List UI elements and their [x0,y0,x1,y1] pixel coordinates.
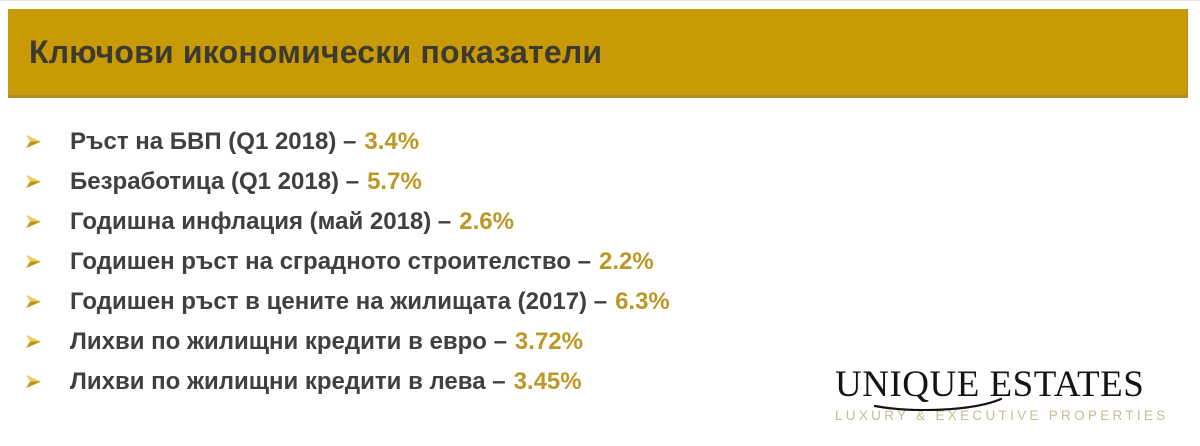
arrow-bullet-icon [26,134,41,148]
list-item: Годишен ръст на сградното строителство –… [25,242,670,282]
indicator-label: Безработица (Q1 2018) – [70,168,360,195]
arrow-bullet-icon [26,374,41,388]
indicator-label: Лихви по жилищни кредити в лева – [70,368,506,395]
logo-name: UNIQUE ESTATES [835,366,1167,411]
arrow-bullet-icon [26,214,41,228]
indicator-label: Ръст на БВП (Q1 2018) – [70,128,357,155]
list-item: Годишна инфлация (май 2018) – 2.6% [25,202,670,242]
indicator-value: 6.3% [615,288,670,315]
indicator-value: 5.7% [367,168,422,195]
indicator-label: Годишен ръст в цените на жилищата (2017)… [70,288,608,315]
indicator-value: 2.6% [459,208,514,235]
title-bar: Ключови икономически показатели [8,9,1188,98]
page-title: Ключови икономически показатели [29,33,603,70]
list-item: Ръст на БВП (Q1 2018) – 3.4% [25,122,670,162]
indicators-list: Ръст на БВП (Q1 2018) – 3.4% Безработица… [25,122,670,402]
indicator-label: Годишен ръст на сградното строителство – [70,248,592,275]
list-item: Безработица (Q1 2018) – 5.7% [25,162,670,202]
arrow-bullet-icon [26,294,41,308]
arrow-bullet-icon [26,254,41,268]
list-item: Годишен ръст в цените на жилищата (2017)… [25,282,670,322]
indicator-label: Лихви по жилищни кредити в евро – [70,328,507,355]
indicator-label: Годишна инфлация (май 2018) – [70,208,452,235]
list-item: Лихви по жилищни кредити в лева – 3.45% [25,362,670,402]
list-item: Лихви по жилищни кредити в евро – 3.72% [25,322,670,362]
brand-logo: UNIQUE ESTATES LUXURY & EXECUTIVE PROPER… [835,366,1167,423]
arrow-bullet-icon [26,174,41,188]
arrow-bullet-icon [26,334,41,348]
logo-tagline: LUXURY & EXECUTIVE PROPERTIES [835,408,1169,423]
indicator-value: 3.72% [514,328,583,355]
indicator-value: 2.2% [599,248,654,275]
indicator-value: 3.45% [513,368,582,395]
indicator-value: 3.4% [364,128,420,155]
